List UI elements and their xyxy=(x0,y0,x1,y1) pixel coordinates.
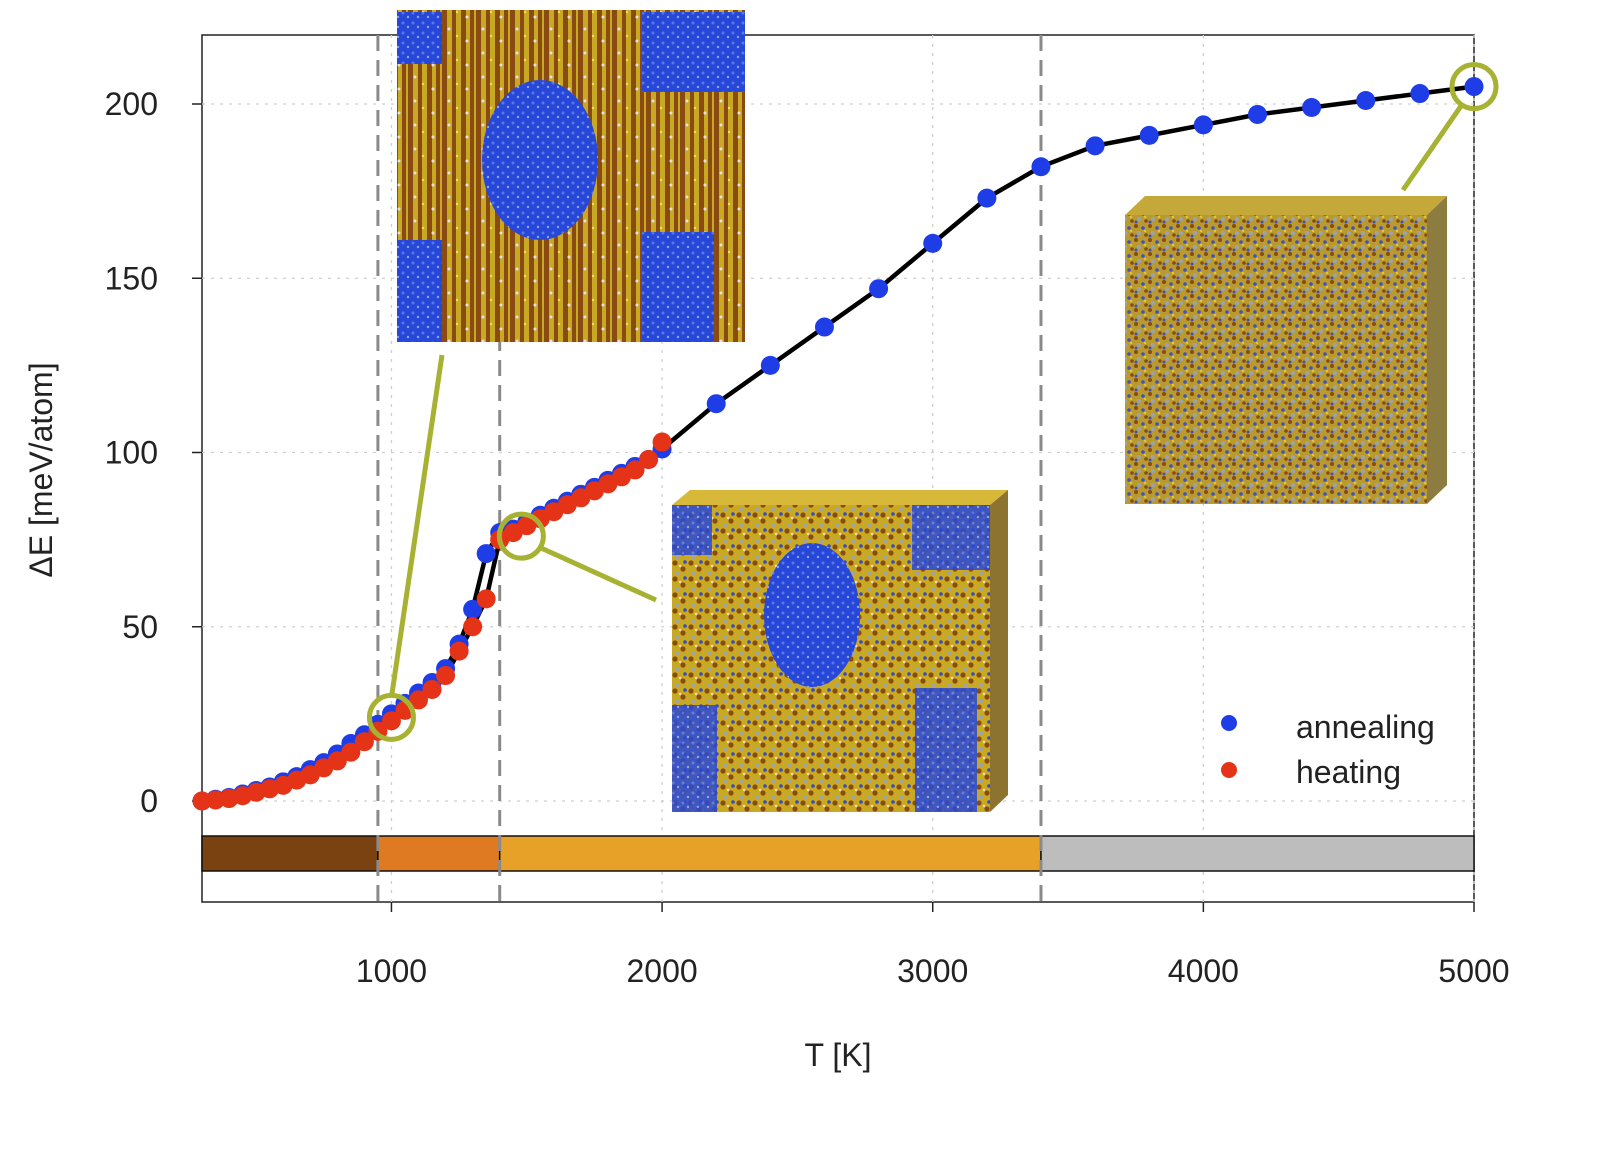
phase-bar-segment-3 xyxy=(1040,835,1475,872)
heating-point xyxy=(476,589,496,609)
heating-point xyxy=(409,690,429,710)
annealing-point xyxy=(923,233,943,253)
inset-partial-top xyxy=(672,490,1008,505)
annealing-point xyxy=(1139,125,1159,145)
annealing-point xyxy=(760,355,780,375)
connector-1480K xyxy=(540,545,658,603)
legend-label-heating: heating xyxy=(1296,754,1401,790)
inset-ordered-blue-corner-tr xyxy=(642,12,745,92)
inset-partial-blue-corner-tl xyxy=(672,505,712,555)
highlight-circle-1 xyxy=(496,511,546,561)
annealing-point xyxy=(869,279,889,299)
x-axis-label: T [K] xyxy=(805,1037,872,1073)
highlight-circles xyxy=(366,62,1499,742)
inset-disordered-top xyxy=(1125,196,1447,215)
annealing-point xyxy=(814,317,834,337)
annealing-point xyxy=(977,188,997,208)
annealing-point xyxy=(476,544,496,564)
y-tick-label-50: 50 xyxy=(122,609,158,645)
highlight-circle-0 xyxy=(366,692,416,742)
x-tick-label-1000: 1000 xyxy=(356,953,427,989)
y-axis-label: ΔE [meV/atom] xyxy=(23,362,59,577)
heating-point xyxy=(192,791,212,811)
annealing-point xyxy=(463,599,483,619)
inset-ordered-blue-corner-bl xyxy=(397,240,442,342)
inset-partial-blue-corner-bl xyxy=(672,705,717,812)
heating-point xyxy=(463,617,483,637)
annealing-point xyxy=(706,394,726,414)
phase-bar-segment-0 xyxy=(201,835,379,872)
phase-boundary-lines xyxy=(376,35,1043,902)
inset-ordered-blue-corner-br xyxy=(642,232,714,342)
heating-point xyxy=(436,666,456,686)
inset-disordered-5000K xyxy=(1125,196,1447,504)
inset-disordered-face xyxy=(1125,215,1427,504)
annealing-point xyxy=(1247,104,1267,124)
y-tick-label-200: 200 xyxy=(105,86,158,122)
heating-point xyxy=(381,711,401,731)
data-points xyxy=(192,77,1484,811)
heating-point xyxy=(354,732,374,752)
annealing-point xyxy=(1085,136,1105,156)
annealing-point xyxy=(1031,157,1051,177)
annealing-point xyxy=(1356,91,1376,111)
heating-point xyxy=(341,742,361,762)
phase-bar xyxy=(201,835,1475,872)
inset-ordered-blue-domain xyxy=(482,80,598,240)
y-tick-label-100: 100 xyxy=(105,435,158,471)
connector-1000K xyxy=(388,354,445,698)
inset-partial-blue-corner-tr xyxy=(912,505,990,570)
axes: 1000 2000 3000 4000 5000 0 50 100 150 200 xyxy=(105,86,1510,989)
y-tick-label-150: 150 xyxy=(105,260,158,296)
y-tick-label-0: 0 xyxy=(140,783,158,819)
heating-point xyxy=(639,449,659,469)
annealing-point xyxy=(1193,115,1213,135)
heating-point xyxy=(652,432,672,452)
x-tick-label-5000: 5000 xyxy=(1438,953,1509,989)
phase-bar-segment-2 xyxy=(498,835,1042,872)
inset-ordered-blue-corner-tl xyxy=(397,12,442,64)
connector-5000K xyxy=(1400,103,1465,192)
annealing-point xyxy=(1302,97,1322,117)
inset-partial-blue-domain xyxy=(764,543,860,687)
legend: annealing heating xyxy=(1221,709,1435,790)
inset-disordered-side xyxy=(1427,196,1447,504)
inset-ordered-1000K xyxy=(397,10,745,342)
legend-marker-heating xyxy=(1221,762,1237,778)
x-tick-label-2000: 2000 xyxy=(626,953,697,989)
annealing-point xyxy=(1410,84,1430,104)
x-tick-label-4000: 4000 xyxy=(1168,953,1239,989)
highlight-circle-2 xyxy=(1449,62,1499,112)
heating-point xyxy=(422,679,442,699)
x-tick-label-3000: 3000 xyxy=(897,953,968,989)
heating-point xyxy=(449,641,469,661)
annealing-point xyxy=(1464,77,1484,97)
inset-partial-1480K xyxy=(672,490,1008,812)
inset-partial-blue-corner-br xyxy=(915,688,977,812)
heating-point xyxy=(327,751,347,771)
inset-partial-side xyxy=(990,490,1008,812)
heating-point xyxy=(625,460,645,480)
legend-label-annealing: annealing xyxy=(1296,709,1435,745)
phase-bar-segment-1 xyxy=(377,835,501,872)
legend-marker-annealing xyxy=(1221,715,1237,731)
inset-connectors xyxy=(388,103,1465,698)
